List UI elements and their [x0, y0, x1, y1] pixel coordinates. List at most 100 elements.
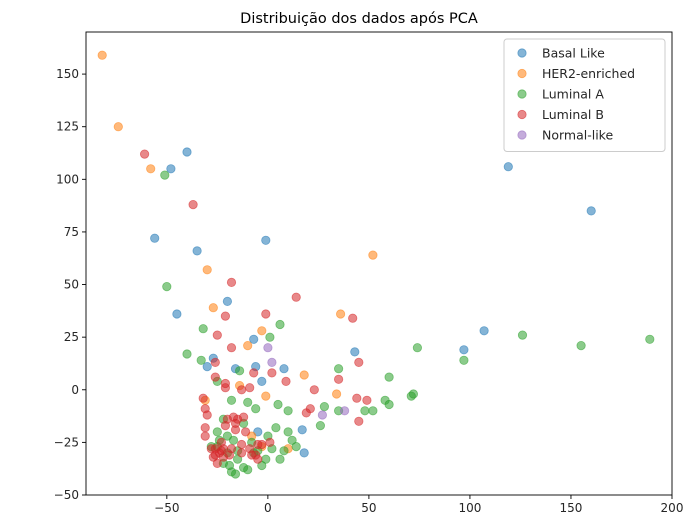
point-series-2-12: [273, 399, 283, 410]
point-series-0-6: [586, 206, 596, 216]
point-series-0-9: [249, 334, 259, 344]
point-series-3-14: [220, 383, 230, 393]
point-series-3-23: [200, 423, 210, 433]
point-series-3-57: [354, 416, 364, 426]
point-series-1-0: [97, 50, 107, 60]
point-series-2-8: [235, 366, 245, 376]
point-series-2-33: [279, 446, 289, 456]
point-series-2-45: [384, 399, 394, 410]
point-series-1-11: [261, 391, 271, 401]
y-tick-label-5: 75: [64, 225, 79, 239]
point-series-2-51: [517, 330, 528, 340]
point-series-3-22: [202, 410, 212, 420]
point-series-3-43: [265, 437, 275, 447]
point-series-0-14: [279, 364, 289, 374]
point-series-0-2: [150, 233, 160, 243]
point-series-1-8: [335, 309, 346, 319]
point-series-3-0: [140, 149, 150, 159]
point-series-0-0: [182, 147, 192, 157]
point-series-3-51: [214, 448, 224, 458]
legend-label-2: Luminal A: [542, 87, 604, 102]
point-series-3-4: [291, 292, 301, 302]
point-series-3-49: [251, 450, 261, 460]
point-series-2-9: [226, 395, 237, 405]
point-series-3-7: [226, 343, 237, 353]
point-series-1-5: [208, 303, 218, 313]
point-series-2-32: [291, 441, 301, 452]
point-series-0-21: [299, 448, 309, 458]
point-series-2-1: [162, 281, 172, 292]
point-series-2-35: [222, 431, 232, 441]
point-series-1-3: [202, 265, 212, 275]
legend-marker-4: [517, 130, 527, 140]
point-series-3-15: [237, 385, 247, 395]
point-series-3-10: [267, 368, 277, 378]
point-series-2-30: [283, 427, 293, 437]
point-series-3-35: [206, 444, 216, 454]
point-series-0-7: [222, 296, 232, 306]
point-series-3-44: [222, 414, 232, 424]
point-series-3-19: [354, 357, 364, 367]
point-series-3-55: [352, 393, 362, 403]
y-tick-label-8: 150: [56, 67, 79, 81]
point-series-3-20: [198, 393, 208, 403]
point-series-2-41: [333, 364, 344, 374]
point-series-3-59: [224, 450, 235, 460]
point-series-2-11: [251, 404, 261, 414]
y-tick-label-3: 25: [64, 330, 79, 344]
point-series-3-27: [241, 427, 251, 437]
point-series-1-7: [257, 326, 267, 336]
point-series-0-16: [350, 347, 360, 357]
point-series-3-46: [239, 412, 249, 422]
point-series-3-12: [210, 372, 220, 382]
point-series-2-52: [576, 340, 586, 351]
point-series-2-50: [459, 355, 469, 365]
point-series-3-11: [281, 376, 291, 386]
point-series-2-29: [271, 423, 281, 433]
point-series-2-37: [275, 454, 285, 464]
point-series-2-46: [384, 372, 394, 382]
point-series-2-0: [160, 170, 170, 180]
point-series-2-34: [212, 427, 222, 437]
point-series-3-9: [249, 368, 259, 378]
point-series-0-3: [192, 246, 202, 256]
x-tick-label-4: 150: [560, 501, 583, 515]
legend-box: [503, 38, 666, 152]
point-series-4-2: [317, 410, 327, 420]
point-series-2-59: [243, 465, 253, 475]
y-tick-label-0: −50: [54, 488, 79, 502]
point-series-2-42: [360, 406, 370, 416]
point-series-0-20: [297, 425, 307, 435]
plot-frame: [85, 31, 673, 496]
y-tick-label-2: 0: [71, 383, 79, 397]
point-series-0-8: [172, 309, 182, 319]
x-tick-label-1: 0: [264, 501, 272, 515]
point-series-2-38: [315, 420, 325, 431]
point-series-1-2: [146, 164, 156, 174]
point-series-2-57: [261, 454, 271, 464]
point-series-3-3: [261, 309, 271, 319]
legend-label-1: HER2-enriched: [542, 66, 635, 81]
point-series-3-56: [362, 395, 372, 405]
x-tick-label-3: 100: [458, 501, 481, 515]
y-tick-label-4: 50: [64, 278, 79, 292]
point-series-3-2: [226, 277, 237, 287]
point-series-2-48: [406, 391, 416, 401]
point-series-3-53: [301, 408, 311, 418]
legend-label-0: Basal Like: [542, 46, 605, 61]
y-tick-label-6: 100: [56, 172, 79, 186]
point-series-3-6: [212, 330, 222, 340]
legend-label-3: Luminal B: [542, 107, 604, 122]
legend-marker-1: [517, 68, 527, 79]
point-series-2-43: [368, 406, 378, 416]
x-axis: −50 0 50 100 150 200: [154, 495, 683, 515]
point-series-3-16: [245, 383, 255, 393]
point-series-4-3: [339, 406, 350, 416]
y-tick-label-1: −25: [54, 435, 79, 449]
point-series-2-53: [645, 334, 655, 344]
point-series-2-3: [196, 355, 206, 365]
point-series-3-58: [253, 439, 263, 450]
point-series-2-5: [275, 319, 285, 330]
point-series-2-49: [412, 343, 422, 353]
